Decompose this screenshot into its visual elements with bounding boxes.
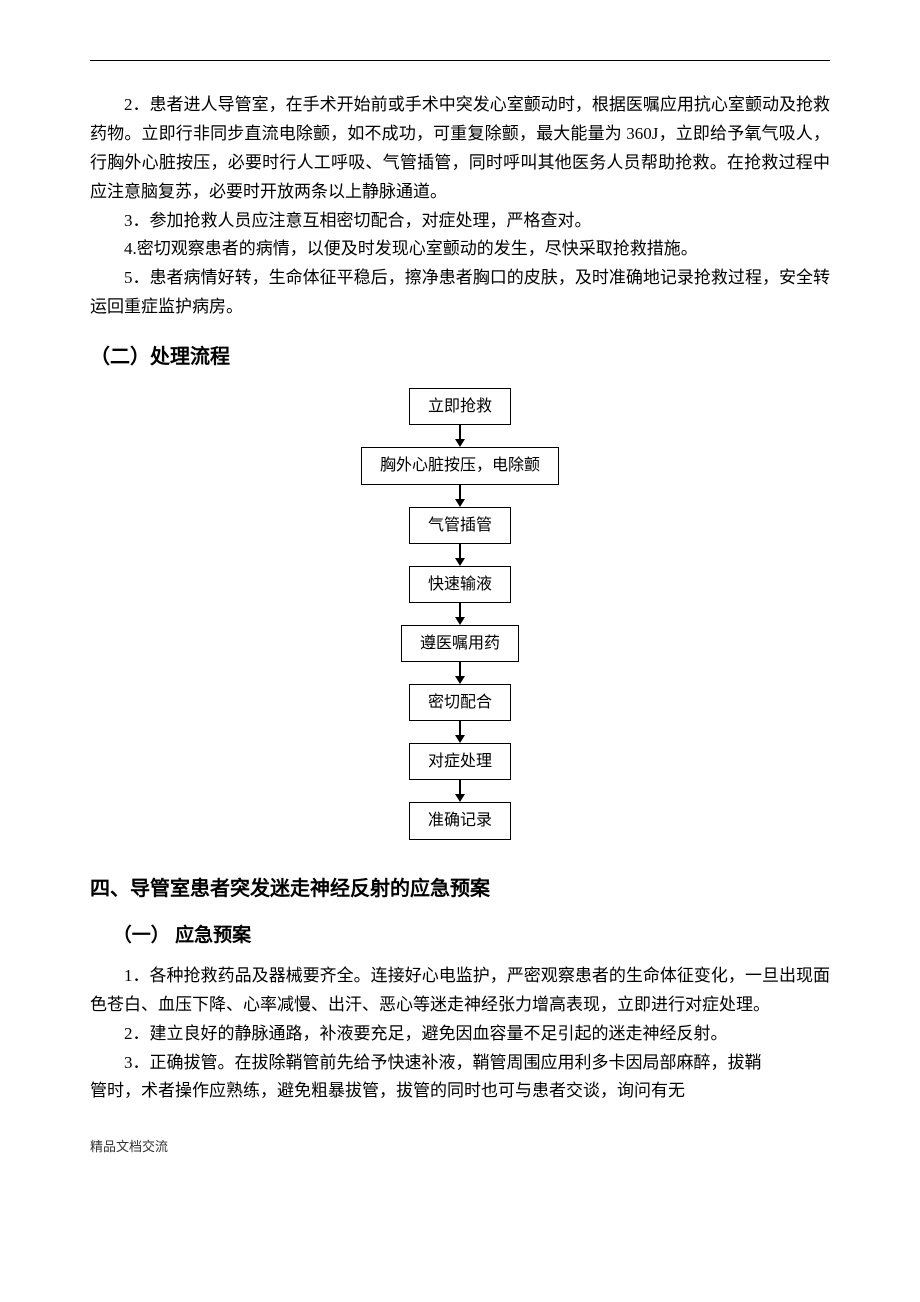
process-flowchart: 立即抢救 胸外心脏按压，电除颤 气管插管 快速输液 遵医嘱用药 密切配合 对症处… (90, 388, 830, 840)
flow-node-5: 遵医嘱用药 (401, 625, 519, 662)
body-paragraph-4: 5．患者病情好转，生命体征平稳后，擦净患者胸口的皮肤，及时准确地记录抢救过程，安… (90, 264, 830, 322)
flow-node-8: 准确记录 (409, 802, 511, 839)
body-paragraph-1: 2．患者进人导管室，在手术开始前或手术中突发心室颤动时，根据医嘱应用抗心室颤动及… (90, 91, 830, 207)
page-footer: 精品文档交流 (90, 1136, 830, 1158)
flow-node-3: 气管插管 (409, 507, 511, 544)
flow-node-2: 胸外心脏按压，电除颤 (361, 447, 559, 484)
flow-node-6: 密切配合 (409, 684, 511, 721)
flow-arrow (455, 721, 465, 743)
section4-paragraph-2: 2．建立良好的静脉通路，补液要充足，避免因血容量不足引起的迷走神经反射。 (90, 1020, 830, 1049)
flow-node-1: 立即抢救 (409, 388, 511, 425)
section4-paragraph-3b: 管时，术者操作应熟练，避免粗暴拔管，拔管的同时也可与患者交谈，询问有无 (90, 1077, 830, 1106)
flow-arrow (455, 425, 465, 447)
body-paragraph-2: 3．参加抢救人员应注意互相密切配合，对症处理，严格查对。 (90, 207, 830, 236)
flow-node-7: 对症处理 (409, 743, 511, 780)
section-4-title: 四、导管室患者突发迷走神经反射的应急预案 (90, 872, 830, 906)
section4-paragraph-3: 3．正确拔管。在拔除鞘管前先给予快速补液，鞘管周围应用利多卡因局部麻醉，拔鞘 (90, 1049, 830, 1078)
flow-arrow (455, 780, 465, 802)
section-2-title: （二）处理流程 (90, 340, 830, 374)
flow-arrow (455, 662, 465, 684)
section4-paragraph-1: 1．各种抢救药品及器械要齐全。连接好心电监护，严密观察患者的生命体征变化，一旦出… (90, 962, 830, 1020)
top-rule (90, 60, 830, 61)
section-4-sub-1: （一） 应急预案 (90, 920, 830, 952)
flow-arrow (455, 485, 465, 507)
body-paragraph-3: 4.密切观察患者的病情，以便及时发现心室颤动的发生，尽快采取抢救措施。 (90, 235, 830, 264)
flow-arrow (455, 544, 465, 566)
flow-arrow (455, 603, 465, 625)
flow-node-4: 快速输液 (409, 566, 511, 603)
